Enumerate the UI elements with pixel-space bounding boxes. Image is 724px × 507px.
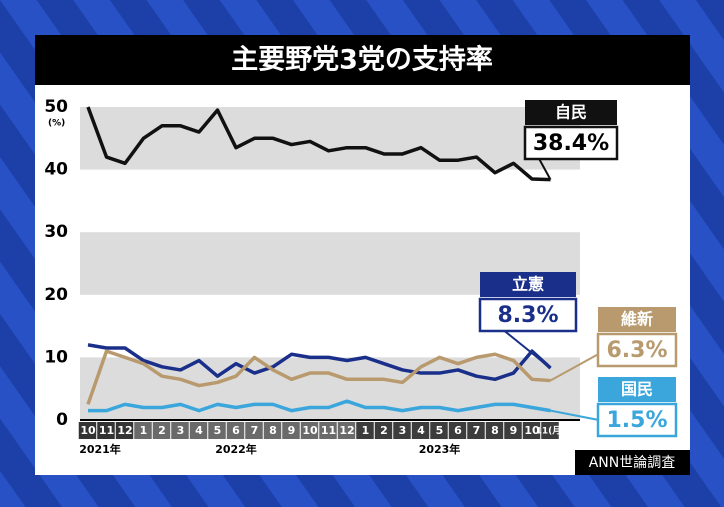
x-tick-label: 11 xyxy=(99,424,114,437)
legend-name: 国民 xyxy=(621,380,653,399)
y-tick-label: 50 xyxy=(44,97,68,117)
x-tick-label: 1 xyxy=(140,424,148,437)
month-cell xyxy=(300,422,319,439)
month-cell xyxy=(393,422,411,439)
x-tick-label: 9 xyxy=(288,424,296,437)
x-tick-label: 6 xyxy=(454,424,462,437)
x-tick-label: 9 xyxy=(510,424,518,437)
value-label: 38.4% xyxy=(533,131,609,156)
legend-name: 自民 xyxy=(555,103,587,122)
value-label: 6.3% xyxy=(606,338,667,363)
x-tick-label: 12 xyxy=(339,424,354,437)
value-label: 8.3% xyxy=(497,303,558,328)
year-label: 2023年 xyxy=(419,442,461,456)
month-cell xyxy=(374,422,393,439)
leader-line xyxy=(550,409,605,422)
x-tick-label: 11 xyxy=(321,424,336,437)
grid-band xyxy=(80,357,580,420)
legend-name-box xyxy=(525,100,617,125)
month-cell xyxy=(226,422,245,439)
month-cell xyxy=(134,422,152,439)
month-cell xyxy=(541,422,559,439)
month-cell xyxy=(263,422,282,439)
x-tick-label: 3 xyxy=(177,424,185,437)
value-box xyxy=(596,402,678,438)
x-tick-label: 10 xyxy=(80,424,96,437)
legend-name: 立憲 xyxy=(512,275,544,294)
x-tick-label: 4 xyxy=(195,424,203,437)
x-tick-label: 8 xyxy=(269,424,277,437)
month-cell xyxy=(78,422,97,439)
month-cell xyxy=(337,422,356,439)
grid-band xyxy=(80,107,580,170)
month-cell xyxy=(485,422,504,439)
legend-name-box xyxy=(598,307,676,332)
x-tick-label: 10 xyxy=(302,424,318,437)
month-cell xyxy=(430,422,448,439)
x-tick-label: 4 xyxy=(417,424,425,437)
x-tick-label: 2 xyxy=(158,424,166,437)
series-line xyxy=(86,106,551,182)
month-cell xyxy=(467,422,485,439)
month-cell xyxy=(448,422,467,439)
series-line xyxy=(87,343,552,382)
legend-name: 維新 xyxy=(621,310,653,329)
month-cell xyxy=(411,422,430,439)
value-label: 1.5% xyxy=(606,408,667,433)
x-tick-label: 7 xyxy=(251,424,259,437)
y-tick-label: 20 xyxy=(44,285,68,305)
year-label: 2021年 xyxy=(79,442,121,456)
y-tick-label: 30 xyxy=(44,222,68,242)
value-box xyxy=(478,297,578,333)
month-cell xyxy=(504,422,522,439)
month-cell xyxy=(97,422,115,439)
y-tick-label: 0 xyxy=(56,410,68,430)
x-tick-label: 11(月) xyxy=(536,426,566,437)
leader-line xyxy=(550,350,605,382)
legend-name-box xyxy=(598,377,676,402)
x-tick-label: 2 xyxy=(380,424,388,437)
month-cell xyxy=(189,422,208,439)
month-cell xyxy=(171,422,189,439)
month-cell xyxy=(245,422,263,439)
x-tick-label: 12 xyxy=(117,424,132,437)
x-tick-label: 3 xyxy=(399,424,407,437)
x-tick-label: 7 xyxy=(473,424,481,437)
chart-title: 主要野党3党の支持率 xyxy=(231,44,493,76)
y-tick-label: 10 xyxy=(44,347,68,367)
value-box xyxy=(523,125,619,161)
x-tick-label: 5 xyxy=(214,424,222,437)
month-cell xyxy=(356,422,374,439)
y-unit: (%) xyxy=(48,119,65,129)
y-tick-label: 40 xyxy=(44,160,68,180)
value-box xyxy=(596,332,678,368)
legend-name-box xyxy=(480,272,576,297)
month-cell xyxy=(115,422,134,439)
x-tick-label: 10 xyxy=(524,424,540,437)
year-label: 2022年 xyxy=(215,442,257,456)
source-box xyxy=(575,450,690,475)
month-cell xyxy=(319,422,337,439)
month-cell xyxy=(208,422,226,439)
month-cell xyxy=(522,422,541,439)
month-cell xyxy=(152,422,171,439)
x-tick-label: 8 xyxy=(491,424,499,437)
source: ANN世論調査 xyxy=(589,455,676,471)
series-line xyxy=(86,349,551,405)
x-tick-label: 6 xyxy=(232,424,240,437)
x-tick-label: 1 xyxy=(362,424,370,437)
month-cell xyxy=(282,422,300,439)
title-bar xyxy=(35,35,690,85)
series-line xyxy=(88,399,551,413)
x-tick-label: 5 xyxy=(436,424,444,437)
